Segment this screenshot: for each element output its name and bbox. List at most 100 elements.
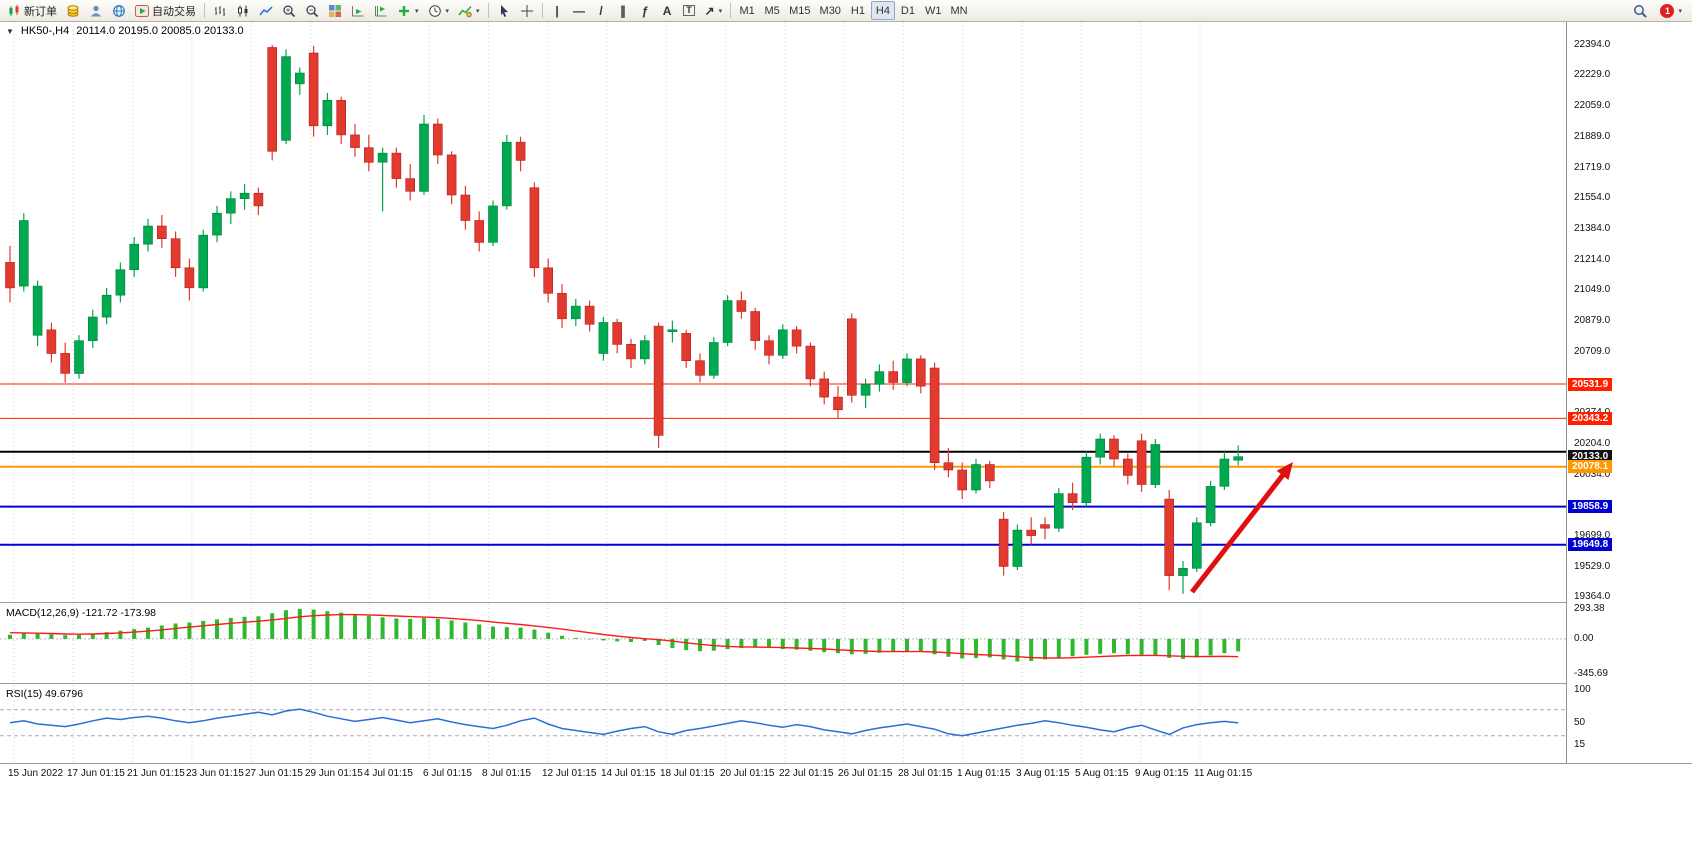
toolbar-separator <box>730 3 732 18</box>
price-axis-label: 21554.0 <box>1574 192 1611 203</box>
text-button[interactable]: A <box>657 1 678 20</box>
cursor-button[interactable] <box>493 1 515 20</box>
notification-badge: 1 <box>1660 4 1675 18</box>
price-axis-label: 22394.0 <box>1574 39 1611 50</box>
vertical-line-button[interactable]: | <box>547 1 568 20</box>
price-level-badge: 20078.1 <box>1568 460 1613 473</box>
timeframe-button-m5[interactable]: M5 <box>764 4 780 17</box>
timeframe-group: M1 M5 M15 M30 H1 H4 D1 W1 MN <box>735 1 971 20</box>
price-axis[interactable]: 22394.0 22229.0 22059.0 21889.0 21719.0 21554… <box>1566 22 1692 763</box>
rsi-axis-label: 50 <box>1574 717 1586 728</box>
tile-windows-icon <box>329 4 341 17</box>
price-axis-label: 20879.0 <box>1574 315 1611 326</box>
price-axis-label: 21384.0 <box>1574 223 1611 234</box>
zoom-out-button[interactable] <box>301 1 323 20</box>
time-axis-label: 6 Jul 01:15 <box>423 768 472 779</box>
vertical-gridlines <box>13 22 1201 602</box>
time-axis-label: 23 Jun 01:15 <box>186 768 244 779</box>
time-axis-label: 27 Jun 01:15 <box>245 768 303 779</box>
panel-divider[interactable] <box>0 602 1692 603</box>
time-axis-label: 9 Aug 01:15 <box>1135 768 1189 779</box>
price-axis-label: 20204.0 <box>1574 438 1611 449</box>
price-axis-label: 21889.0 <box>1574 131 1611 142</box>
macd-indicator-panel[interactable] <box>0 604 1566 683</box>
auto-scroll-button[interactable] <box>347 1 369 20</box>
indicators-icon <box>458 5 472 17</box>
search-button[interactable] <box>1629 2 1651 21</box>
new-order-button[interactable]: 新订单 <box>3 1 61 20</box>
toolbar-separator <box>541 3 543 18</box>
data-window-button[interactable] <box>85 1 107 20</box>
macd-axis-label: 0.00 <box>1574 633 1594 644</box>
timeframe-button-mn[interactable]: MN <box>950 4 968 17</box>
market-watch-button[interactable] <box>62 1 84 20</box>
time-axis[interactable]: 15 Jun 2022 17 Jun 01:15 21 Jun 01:15 23 Ju… <box>0 765 1566 783</box>
price-level-badge: 19649.8 <box>1568 538 1613 551</box>
fibonacci-icon: ƒ <box>641 3 649 18</box>
panel-divider <box>0 763 1692 764</box>
candlestick-chart-button[interactable] <box>232 1 254 20</box>
time-axis-label: 17 Jun 01:15 <box>67 768 125 779</box>
timeframe-button-h1[interactable]: H1 <box>850 4 865 17</box>
vertical-line-icon: | <box>555 3 559 18</box>
notifications-button[interactable]: 1 ▾ <box>1656 2 1686 21</box>
line-chart-icon <box>259 5 273 15</box>
zoom-in-button[interactable] <box>278 1 300 20</box>
crosshair-icon <box>520 4 533 17</box>
price-axis-label: 21049.0 <box>1574 284 1611 295</box>
price-axis-label: 21719.0 <box>1574 162 1611 173</box>
channel-icon: ∥ <box>620 3 627 18</box>
timeframe-button-m30[interactable]: M30 <box>819 4 841 17</box>
cursor-arrow-icon <box>500 4 508 17</box>
chevron-down-icon: ▾ <box>1678 8 1682 15</box>
timeframe-button-h4[interactable]: H4 <box>870 1 895 20</box>
rsi-axis-label: 100 <box>1574 684 1591 695</box>
new-order-label: 新订单 <box>24 5 57 18</box>
line-chart-button[interactable] <box>255 1 277 20</box>
indicators-button[interactable]: ▾ <box>454 1 484 20</box>
macd-histogram <box>8 608 1241 662</box>
arrow-tool-icon: ↗ <box>704 3 715 18</box>
timeframe-button-m1[interactable]: M1 <box>739 4 755 17</box>
text-label-icon: T <box>683 5 695 16</box>
web-community-button[interactable] <box>108 1 130 20</box>
time-axis-label: 14 Jul 01:15 <box>601 768 656 779</box>
horizontal-line-button[interactable]: — <box>569 1 590 20</box>
timeframe-button-d1[interactable]: D1 <box>900 4 915 17</box>
time-axis-label: 5 Aug 01:15 <box>1075 768 1129 779</box>
vertical-gridlines <box>13 604 1201 683</box>
chart-collapse-caret-icon[interactable]: ▼ <box>6 26 14 36</box>
trendline-button[interactable]: / <box>591 1 612 20</box>
candlestick-chart[interactable] <box>0 22 1566 602</box>
bar-chart-button[interactable] <box>209 1 231 20</box>
fibonacci-button[interactable]: ƒ <box>635 1 656 20</box>
chevron-down-icon: ▾ <box>476 7 480 15</box>
new-chart-button[interactable]: ▾ <box>393 1 423 20</box>
price-axis-label: 20034.0 <box>1574 469 1611 480</box>
periods-button[interactable]: ▾ <box>424 1 454 20</box>
rsi-indicator-panel[interactable] <box>0 685 1566 763</box>
tile-windows-button[interactable] <box>324 1 346 20</box>
new-order-candles-icon <box>9 4 19 16</box>
timeframe-button-m15[interactable]: M15 <box>789 4 811 17</box>
timeframe-button-w1[interactable]: W1 <box>924 4 942 17</box>
auto-trading-button[interactable]: 自动交易 <box>131 1 200 20</box>
text-label-button[interactable]: T <box>679 1 700 20</box>
chart-shift-button[interactable] <box>370 1 392 20</box>
macd-axis-label: 293.38 <box>1574 603 1605 614</box>
arrows-button[interactable]: ↗ ▾ <box>701 1 727 20</box>
channel-button[interactable]: ∥ <box>613 1 634 20</box>
price-axis-label: 19364.0 <box>1574 591 1611 602</box>
rsi-line <box>9 708 1239 737</box>
crosshair-button[interactable] <box>516 1 538 20</box>
price-axis-label: 22059.0 <box>1574 100 1611 111</box>
auto-scroll-icon <box>352 5 364 16</box>
coins-icon <box>67 4 79 17</box>
vertical-gridlines <box>13 685 1201 763</box>
panel-divider[interactable] <box>0 683 1692 684</box>
search-icon <box>1634 5 1648 18</box>
time-axis-label: 28 Jul 01:15 <box>898 768 953 779</box>
time-axis-label: 1 Aug 01:15 <box>957 768 1011 779</box>
time-axis-label: 18 Jul 01:15 <box>660 768 715 779</box>
